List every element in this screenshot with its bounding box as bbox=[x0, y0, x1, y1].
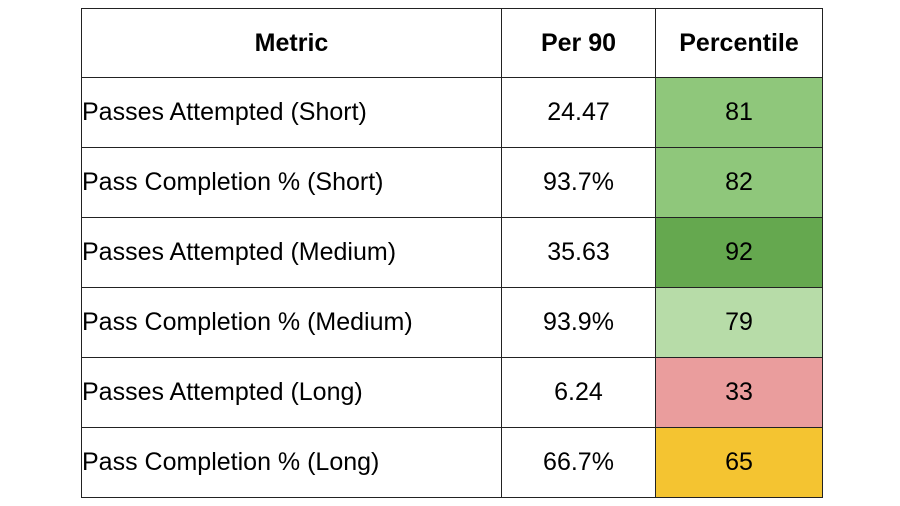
table-row: Pass Completion % (Short) 93.7% 82 bbox=[81, 147, 823, 218]
metric-cell: Passes Attempted (Long) bbox=[81, 357, 502, 428]
header-per90: Per 90 bbox=[501, 8, 656, 78]
metric-cell: Pass Completion % (Medium) bbox=[81, 287, 502, 358]
per90-cell: 93.9% bbox=[501, 287, 656, 358]
percentile-table: Metric Per 90 Percentile Passes Attempte… bbox=[81, 8, 823, 498]
metric-cell: Passes Attempted (Medium) bbox=[81, 217, 502, 288]
per90-cell: 6.24 bbox=[501, 357, 656, 428]
percentile-cell: 92 bbox=[655, 217, 823, 288]
table-row: Pass Completion % (Medium) 93.9% 79 bbox=[81, 287, 823, 358]
percentile-cell: 65 bbox=[655, 427, 823, 498]
per90-cell: 66.7% bbox=[501, 427, 656, 498]
metric-cell: Pass Completion % (Long) bbox=[81, 427, 502, 498]
table-row: Pass Completion % (Long) 66.7% 65 bbox=[81, 427, 823, 498]
per90-cell: 24.47 bbox=[501, 77, 656, 148]
header-row: Metric Per 90 Percentile bbox=[81, 8, 823, 78]
table-row: Passes Attempted (Medium) 35.63 92 bbox=[81, 217, 823, 288]
metric-cell: Passes Attempted (Short) bbox=[81, 77, 502, 148]
table-row: Passes Attempted (Short) 24.47 81 bbox=[81, 77, 823, 148]
percentile-cell: 82 bbox=[655, 147, 823, 218]
header-percentile: Percentile bbox=[655, 8, 823, 78]
header-metric: Metric bbox=[81, 8, 502, 78]
percentile-cell: 33 bbox=[655, 357, 823, 428]
per90-cell: 93.7% bbox=[501, 147, 656, 218]
per90-cell: 35.63 bbox=[501, 217, 656, 288]
percentile-cell: 81 bbox=[655, 77, 823, 148]
table-row: Passes Attempted (Long) 6.24 33 bbox=[81, 357, 823, 428]
percentile-cell: 79 bbox=[655, 287, 823, 358]
metric-cell: Pass Completion % (Short) bbox=[81, 147, 502, 218]
